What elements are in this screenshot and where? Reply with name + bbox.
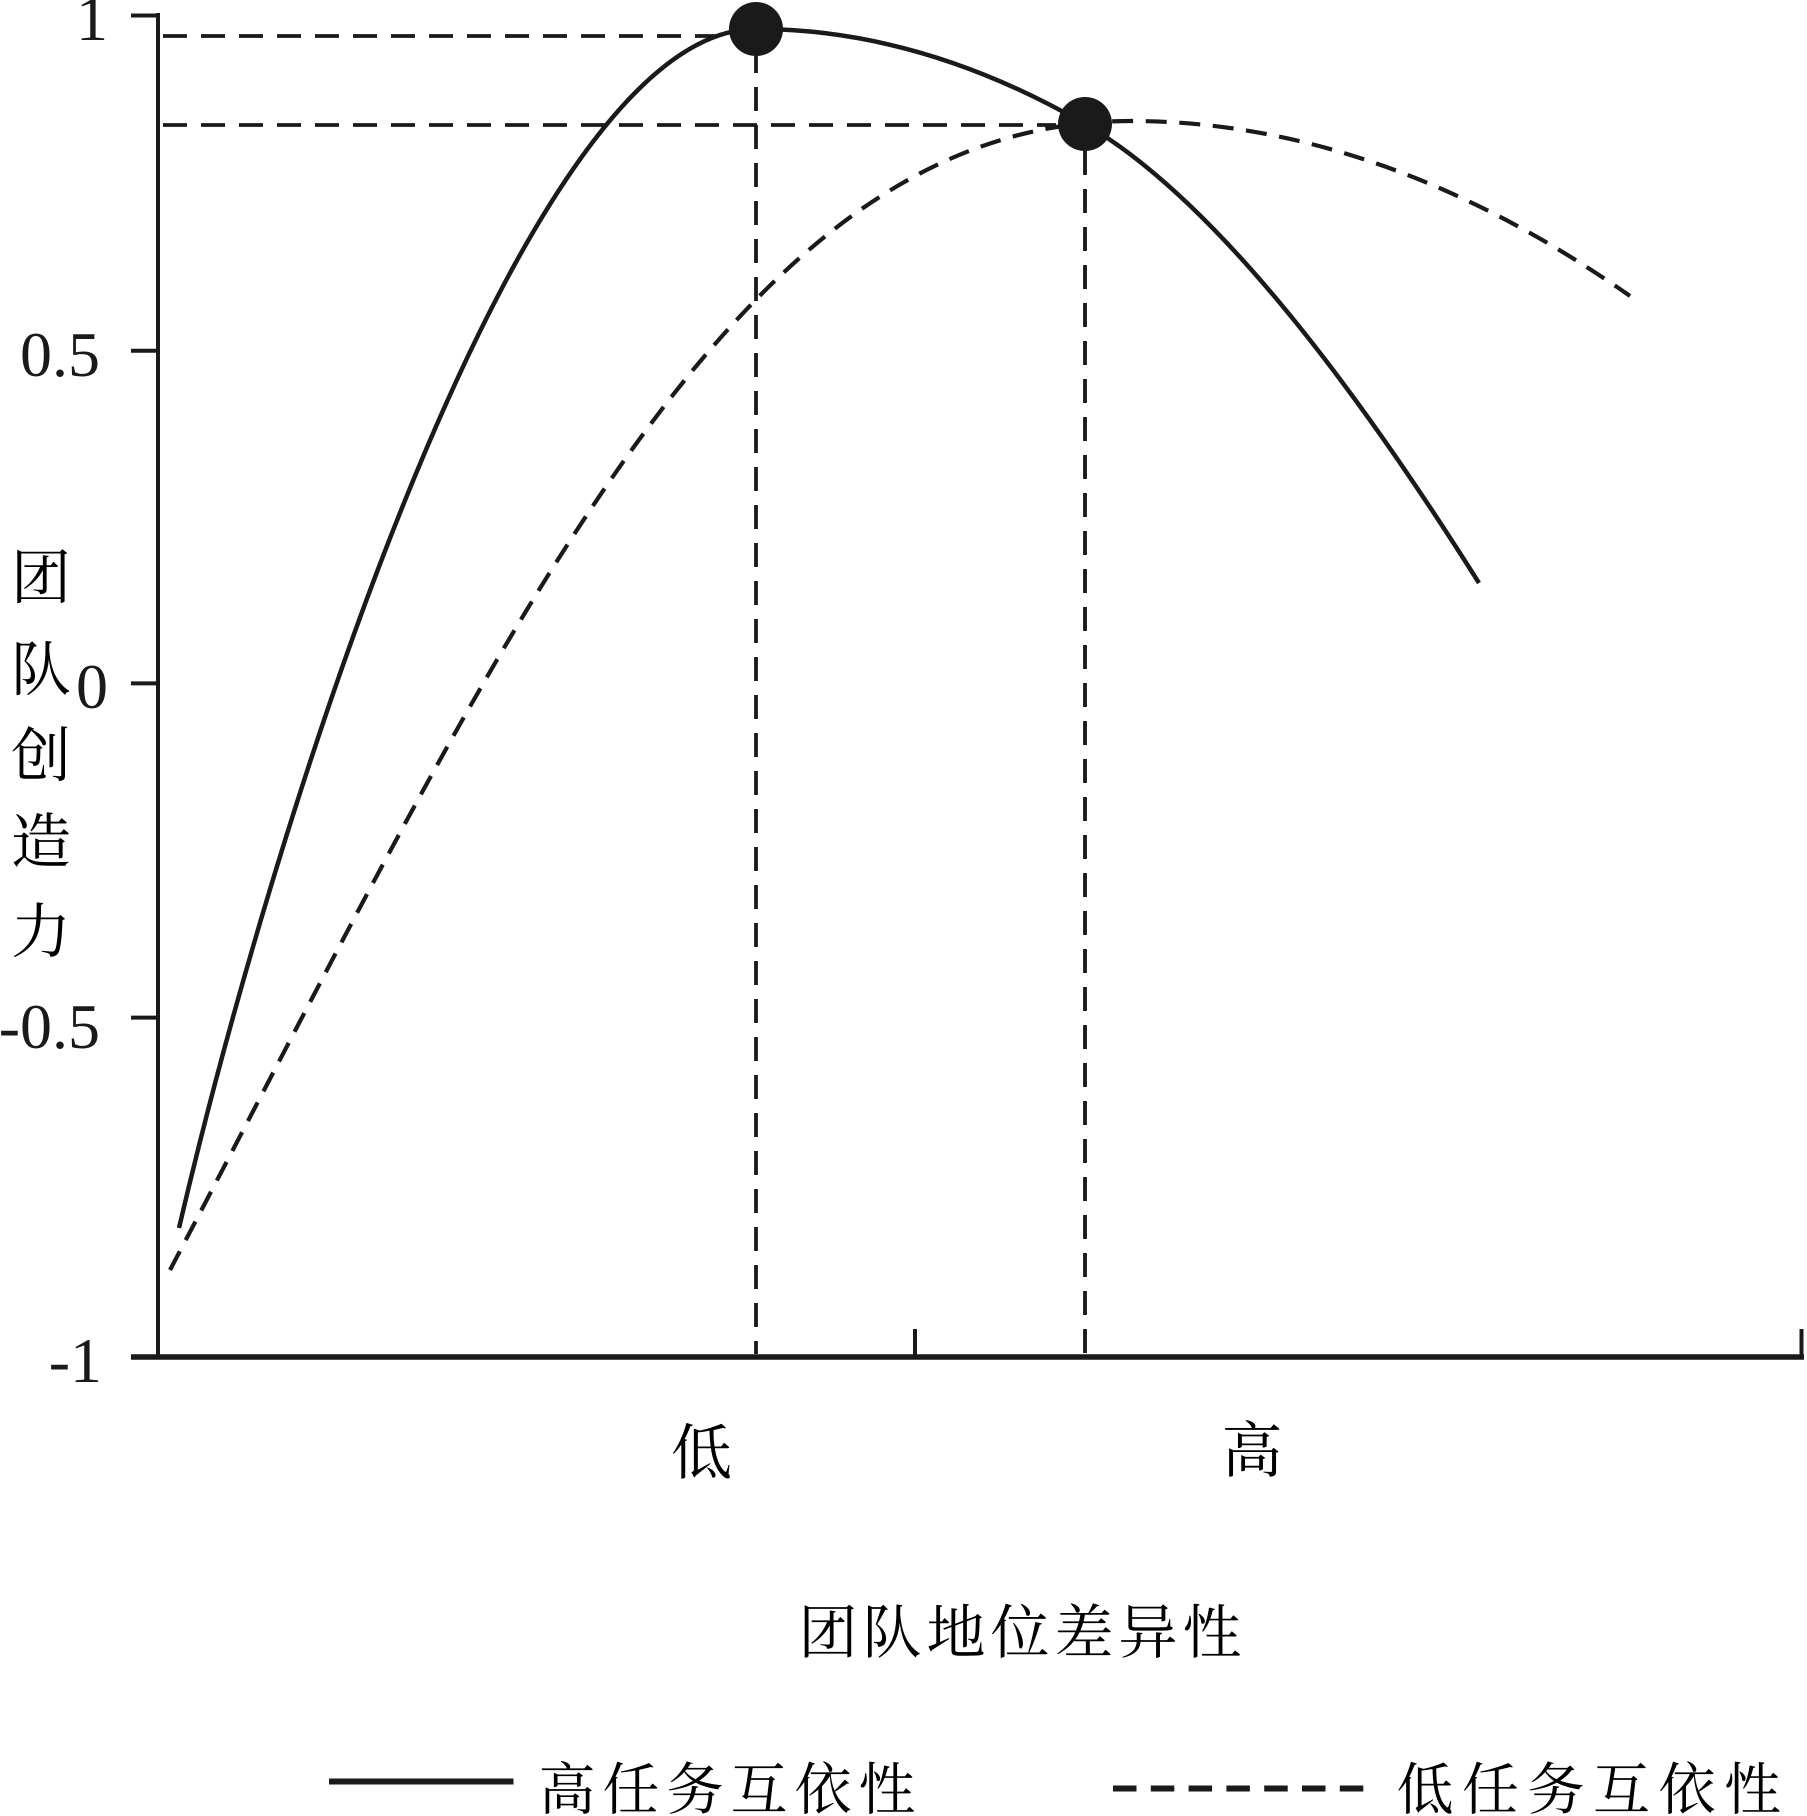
svg-text:0: 0 (76, 651, 108, 722)
svg-text:0.5: 0.5 (20, 319, 100, 390)
svg-text:-0.5: -0.5 (0, 991, 100, 1062)
svg-text:1: 1 (76, 0, 108, 54)
svg-text:-1: -1 (49, 1325, 102, 1396)
